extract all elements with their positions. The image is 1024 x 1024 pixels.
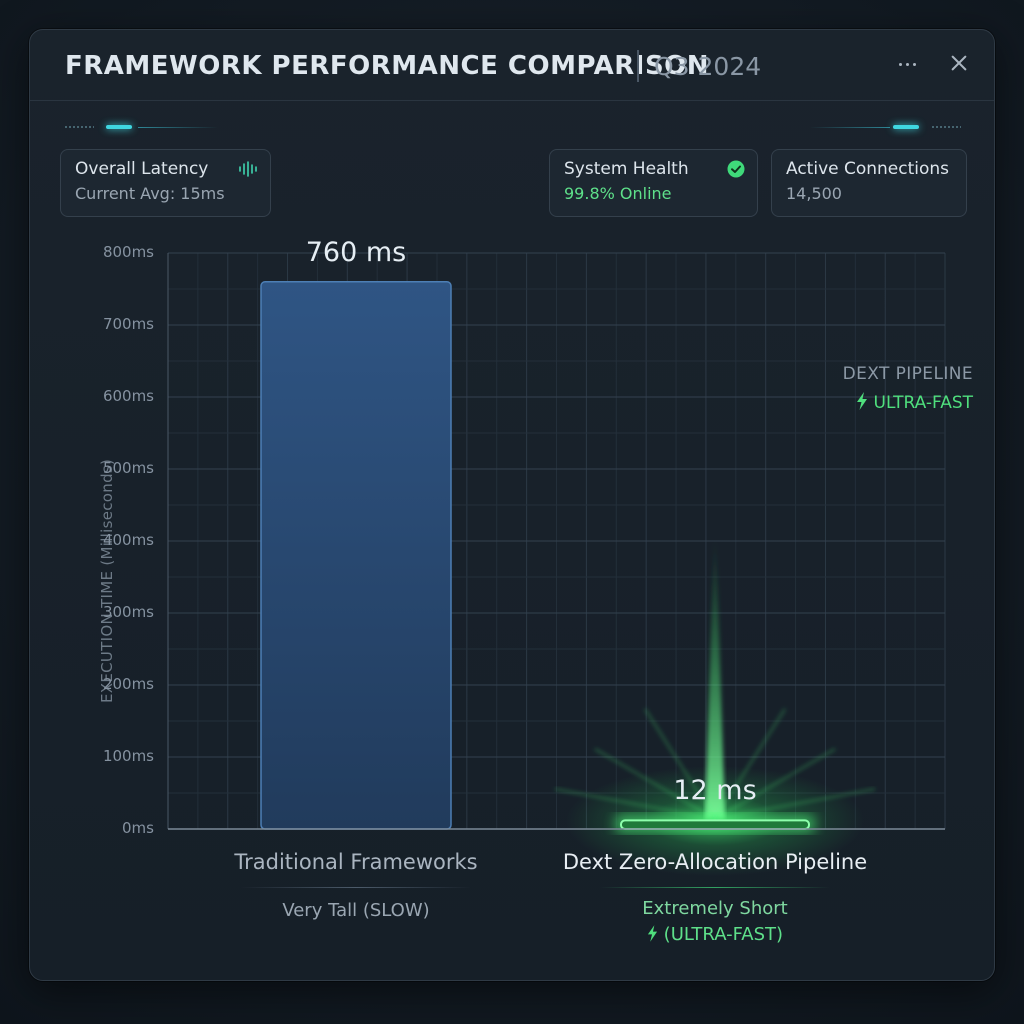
chart-panel: FRAMEWORK PERFORMANCE COMPARISON Q3 2024… [29, 29, 995, 981]
decor-line-left [138, 127, 218, 128]
category-description: Extremely Short [642, 898, 788, 919]
bar-glow-ray [594, 748, 716, 820]
y-tick-label: 300ms [102, 603, 154, 621]
y-tick-label: 500ms [102, 459, 154, 477]
decor-dots-left [64, 125, 94, 129]
check-circle-icon [727, 160, 745, 178]
bar-glow-ray [644, 708, 716, 820]
decor-pill-right [893, 125, 919, 129]
y-tick-label: 800ms [102, 243, 154, 261]
y-tick-label: 600ms [102, 387, 154, 405]
x-category-label: Traditional Frameworks [234, 850, 478, 874]
category-underline [600, 887, 830, 888]
bar-glow-ray [714, 788, 876, 820]
bar-value-label: 12 ms [673, 775, 757, 807]
decor-pill-left [106, 125, 132, 129]
bar-glow-ray [714, 708, 786, 820]
panel-period: Q3 2024 [654, 52, 762, 81]
category-description-badge-text: (ULTRA-FAST) [663, 924, 784, 945]
annotation-title: DEXT PIPELINE [842, 364, 973, 384]
more-dot-icon [905, 62, 909, 66]
active-connections-card[interactable]: Active Connections 14,500 [771, 149, 967, 217]
health-card-value: 99.8% Online [564, 184, 672, 203]
x-category-label: Dext Zero-Allocation Pipeline [562, 850, 868, 874]
y-tick-label: 400ms [102, 531, 154, 549]
more-options-button[interactable] [892, 52, 922, 76]
panel-title: FRAMEWORK PERFORMANCE COMPARISON [65, 51, 710, 81]
y-tick-label: 0ms [122, 819, 154, 837]
bar-glow-beam [705, 539, 725, 819]
panel-header: FRAMEWORK PERFORMANCE COMPARISON Q3 2024 [30, 30, 994, 101]
latency-card[interactable]: Overall Latency Current Avg: 15ms [60, 149, 271, 217]
bar-glow-ray [714, 748, 836, 820]
title-divider [637, 50, 639, 82]
latency-card-value: Current Avg: 15ms [75, 184, 225, 203]
latency-card-title: Overall Latency [75, 159, 209, 179]
pipeline-annotation: DEXT PIPELINE ULTRA-FAST [833, 364, 973, 413]
y-tick-label: 100ms [102, 747, 154, 765]
category-underline [241, 887, 471, 888]
y-tick-label: 700ms [102, 315, 154, 333]
bar-dext-pipeline[interactable] [620, 819, 810, 830]
system-health-card[interactable]: System Health 99.8% Online [549, 149, 758, 217]
lightning-bolt-icon [857, 392, 868, 410]
category-description: Very Tall (SLOW) [282, 900, 430, 921]
bar-group [260, 281, 810, 830]
more-dot-icon [912, 62, 916, 66]
annotation-badge: ULTRA-FAST [833, 392, 973, 413]
decor-dots-right [931, 125, 961, 129]
connections-card-value: 14,500 [786, 184, 842, 203]
connections-card-title: Active Connections [786, 159, 950, 179]
annotation-badge-text: ULTRA-FAST [873, 393, 974, 413]
lightning-bolt-icon [647, 925, 658, 942]
y-tick-label: 200ms [102, 675, 154, 693]
health-card-title: System Health [564, 159, 689, 179]
waveform-icon [239, 161, 257, 177]
category-description-badge: (ULTRA-FAST) [555, 924, 875, 945]
more-dot-icon [898, 62, 902, 66]
bar-glow-ray [554, 788, 716, 820]
bar-value-label: 760 ms [305, 236, 407, 268]
chart-plot-area [167, 252, 946, 876]
bar-traditional-frameworks[interactable] [260, 281, 452, 830]
